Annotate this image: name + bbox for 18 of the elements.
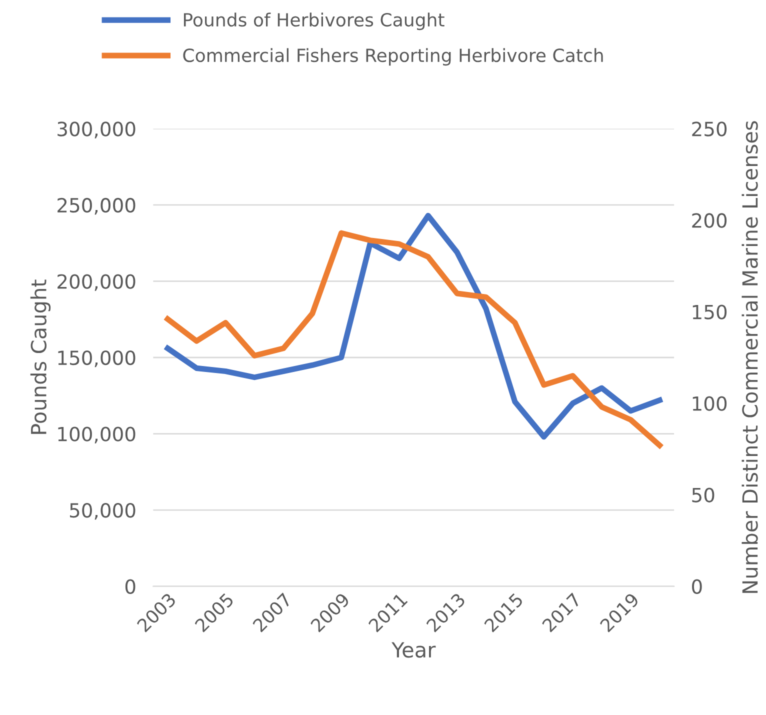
y2-tick-label: 250 xyxy=(692,122,727,136)
y-tick-label: 200,000 xyxy=(58,274,136,291)
x-axis-title: Year xyxy=(392,642,436,658)
legend-label: Commercial Fishers Reporting Herbivore Catch xyxy=(183,48,603,66)
y2-tick-label: 150 xyxy=(692,304,727,320)
y-tick-label: 100,000 xyxy=(58,426,136,444)
legend-label: Pounds of Herbivores Caught xyxy=(184,12,444,30)
y-tick-label: 250,000 xyxy=(58,198,136,215)
y-tick-label: 50,000 xyxy=(70,502,136,520)
y-axis-title: Pounds Caught xyxy=(30,280,51,434)
y-tick-label: 150,000 xyxy=(58,350,136,368)
y2-tick-label: 0 xyxy=(692,579,702,594)
y2-tick-label: 100 xyxy=(692,396,727,411)
y-tick-label: 300,000 xyxy=(58,122,136,138)
y2-tick-label: 50 xyxy=(692,488,714,502)
y2-tick-label: 200 xyxy=(692,213,727,228)
y2-axis-title: Number Distinct Commercial Marine Licenses xyxy=(742,121,758,593)
y-tick-label: 0 xyxy=(125,579,136,594)
